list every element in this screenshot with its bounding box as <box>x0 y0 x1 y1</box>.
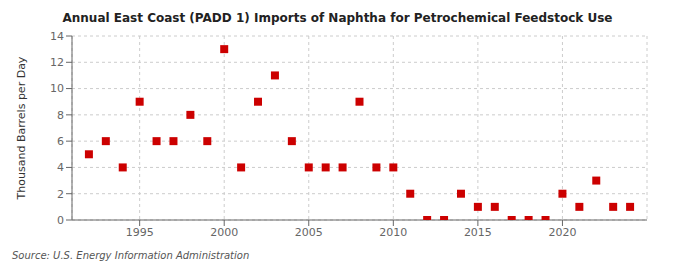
svg-text:2010: 2010 <box>379 226 407 239</box>
svg-text:10: 10 <box>50 82 64 95</box>
svg-text:12: 12 <box>50 56 64 69</box>
svg-text:2: 2 <box>57 188 64 201</box>
svg-text:14: 14 <box>50 30 64 43</box>
svg-text:8: 8 <box>57 109 64 122</box>
html-text:Source: U.S. Energy Informatio: Source: U.S. Energy Information Administ… <box>12 250 250 261</box>
svg-text:2020: 2020 <box>548 226 576 239</box>
svg-text:1995: 1995 <box>126 226 154 239</box>
svg-text:2000: 2000 <box>210 226 238 239</box>
svg-text:2015: 2015 <box>464 226 492 239</box>
svg-text:4: 4 <box>57 161 64 174</box>
html-text:Annual East Coast (PADD 1) Imp: Annual East Coast (PADD 1) Imports of Na… <box>62 11 613 25</box>
svg-text:Thousand Barrels per Day: Thousand Barrels per Day <box>15 56 28 200</box>
svg-text:6: 6 <box>57 135 64 148</box>
svg-text:0: 0 <box>57 214 64 227</box>
svg-text:2005: 2005 <box>295 226 323 239</box>
